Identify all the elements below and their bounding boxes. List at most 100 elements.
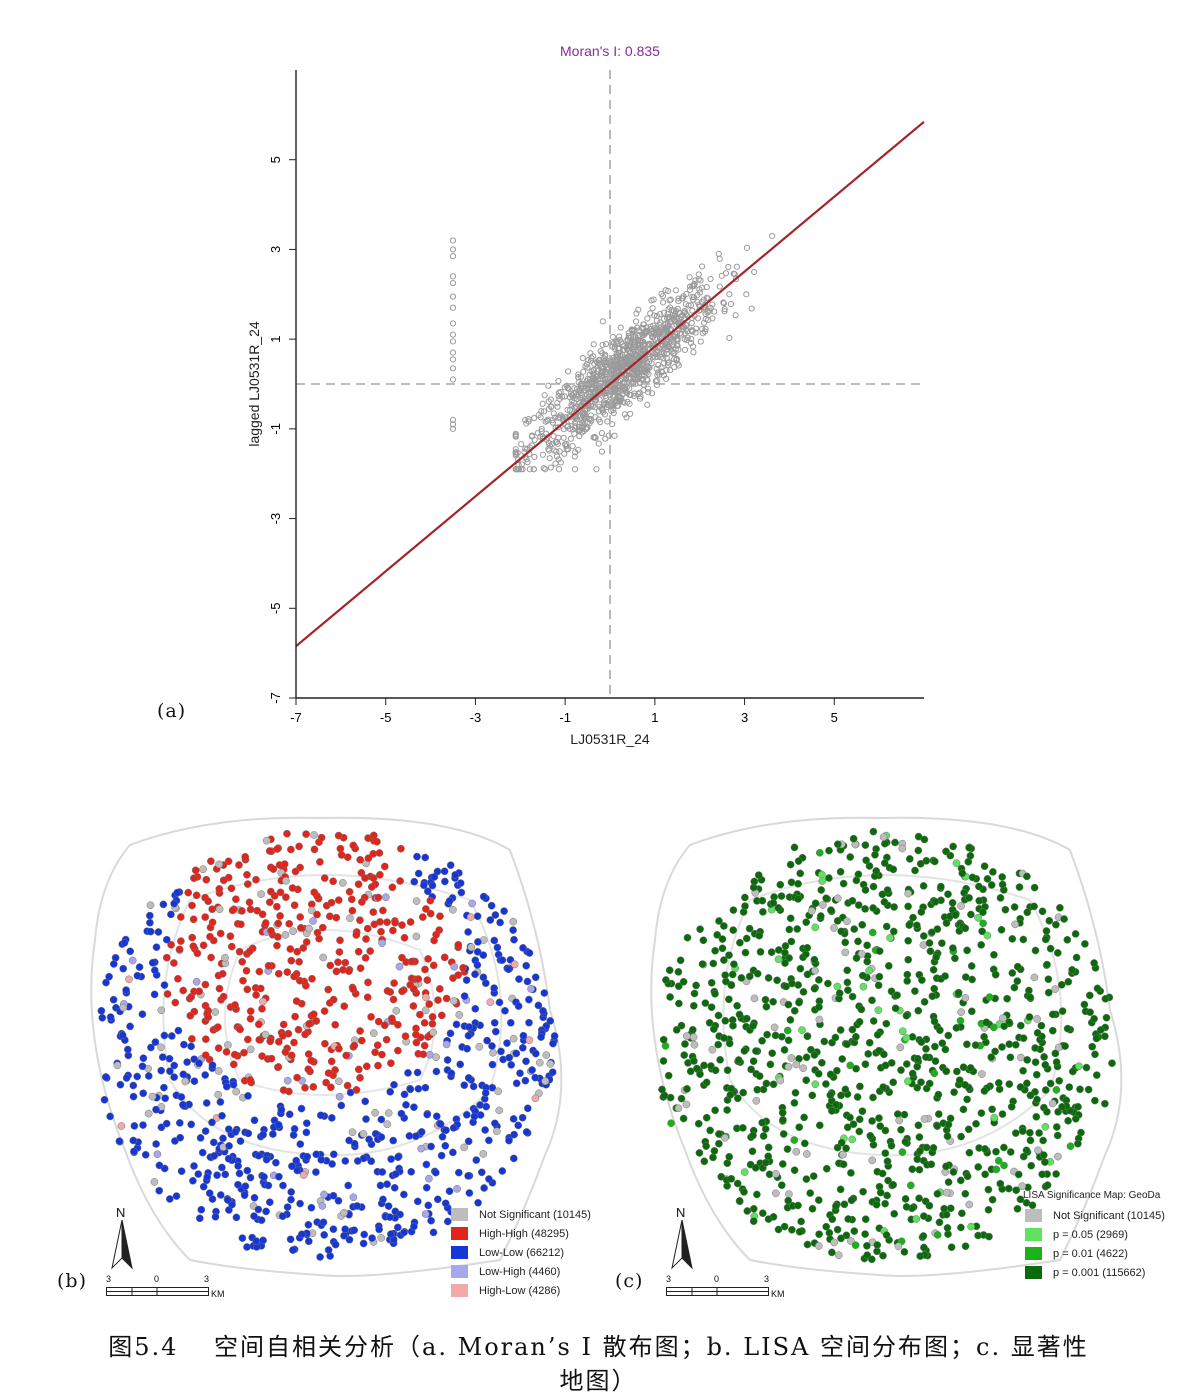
map-point [509,1154,518,1163]
scatter-point [602,340,610,348]
map-point [190,1077,199,1086]
map-point [146,918,154,927]
map-point [423,1110,432,1119]
map-point [879,833,888,841]
map-point [902,1060,911,1068]
scatter-point [699,325,706,333]
map-point [941,1045,950,1054]
scatter-point [631,326,638,333]
map-point [919,932,928,940]
map-point [214,1044,223,1052]
legend-item: Low-High (4460) [451,1262,591,1281]
map-point [350,1041,359,1050]
scatter-point [628,370,635,377]
map-point [1058,1103,1066,1111]
map-point [1025,986,1033,995]
map-point [357,868,366,877]
map-point [858,920,867,929]
scatter-point [695,271,702,278]
map-point [516,1069,524,1078]
map-point [711,989,719,998]
map-point [192,977,201,986]
map-point [947,1243,956,1252]
map-point [662,976,670,984]
map-point [1022,1146,1031,1155]
map-point [733,1001,741,1010]
scatter-point [592,404,599,411]
map-point [1019,1066,1027,1075]
map-point [908,1165,917,1174]
scatter-point [625,374,633,381]
map-point [925,1079,934,1088]
legend-item: Low-Low (66212) [451,1243,591,1262]
map-point [329,995,338,1004]
map-point [1023,1079,1031,1088]
map-point [795,998,803,1007]
map-point [441,1199,450,1208]
map-point [281,931,290,939]
map-point [852,1032,860,1041]
map-point [335,1092,344,1101]
map-point [966,851,975,860]
map-point [518,1113,527,1122]
map-point [985,1232,993,1241]
map-point [974,1163,983,1171]
map-point [913,1083,922,1092]
scatter-point [711,308,718,315]
scale-tick-left: 3 [666,1274,672,1284]
map-point [903,977,912,985]
scale-bar-graphic [666,1287,769,1296]
map-point [274,969,283,978]
map-point [843,966,852,975]
map-point [1064,1116,1072,1125]
map-point [261,1030,270,1039]
map-point [426,909,435,918]
map-point [237,920,245,929]
scatter-point [653,312,661,320]
x-tick-label: -5 [380,710,392,725]
map-point [1063,935,1072,944]
map-point [442,1040,451,1049]
map-point [883,1191,891,1200]
legend-label: Not Significant (10145) [1053,1209,1165,1222]
scatter-point [512,432,519,439]
map-point [1090,1014,1098,1023]
map-point [125,975,133,984]
map-point [929,965,938,974]
map-point [735,1010,744,1019]
map-point [822,1164,831,1173]
map-point [771,1031,780,1040]
map-point [780,1046,789,1054]
map-point [702,1078,711,1087]
scatter-point [449,349,457,356]
map-point [308,974,316,983]
map-point [243,1166,252,1175]
map-point [701,999,710,1007]
map-point [224,1154,233,1163]
map-point [349,985,357,994]
map-point [826,1070,835,1079]
map-point [356,1027,364,1035]
study-area-boundary [90,816,563,1277]
scatter-point [564,384,571,391]
map-point [515,975,523,983]
scatter-point [666,297,673,304]
map-point [677,1094,686,1103]
map-point [382,1035,391,1044]
map-point [146,927,155,936]
map-point [207,953,215,962]
map-point [250,1193,259,1202]
map-point [1074,1102,1082,1111]
map-point [118,1031,127,1040]
significance-points-group [658,827,1116,1264]
map-point [258,910,267,919]
map-point [195,1214,204,1223]
map-point [165,1195,174,1203]
map-point [316,1253,324,1261]
x-axis-label: LJ0531R_24 [570,731,650,747]
map-point [232,1213,241,1222]
scatter-point [689,307,696,314]
map-point [843,1123,852,1132]
map-point [1101,1099,1109,1108]
scatter-point [707,275,714,283]
